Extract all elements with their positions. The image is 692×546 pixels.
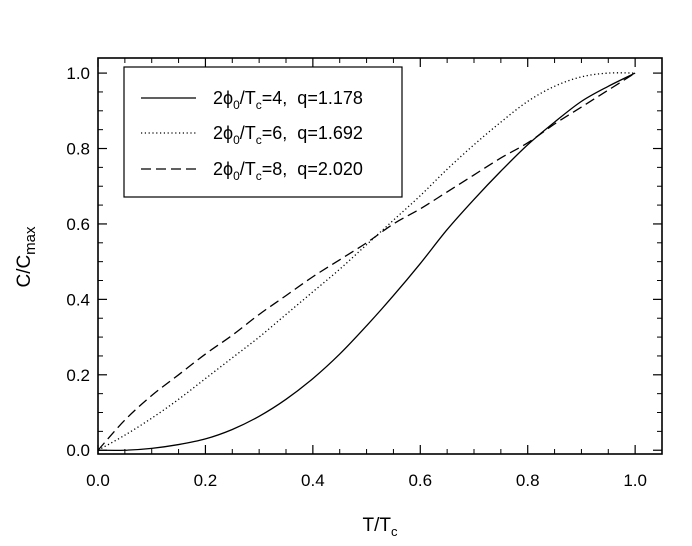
x-tick-label: 0.4	[301, 471, 325, 490]
x-axis-label-sub: c	[391, 524, 398, 539]
x-tick-label: 0.8	[516, 471, 540, 490]
y-tick-label: 0.4	[66, 290, 90, 309]
legend-label-series-1: 2ϕ0/Tc=4, q=1.178	[213, 88, 363, 112]
x-tick-label: 1.0	[623, 471, 647, 490]
series-line-dashed	[97, 72, 636, 451]
series-lines	[97, 72, 636, 452]
legend-box	[123, 66, 403, 198]
legend-label-series-2: 2ϕ0/Tc=6, q=1.692	[213, 123, 363, 147]
legend-label-series-3: 2ϕ0/Tc=8, q=2.020	[213, 159, 363, 183]
x-tick-label: 0.2	[194, 471, 218, 490]
series-line-dotted	[97, 72, 636, 451]
x-tick-label: 0.6	[408, 471, 432, 490]
series-line-solid	[97, 72, 636, 452]
y-axis-label-sub: max	[22, 226, 39, 255]
x-axis-label: T/Tc	[363, 515, 399, 539]
minor-ticks	[98, 58, 662, 454]
y-tick-label: 0.0	[66, 441, 90, 460]
y-axis-label-main: C/C	[14, 255, 35, 288]
y-axis-label: C/Cmax	[14, 226, 39, 288]
y-tick-label: 0.6	[66, 215, 90, 234]
x-tick-label: 0.0	[86, 471, 110, 490]
legend: 2ϕ0/Tc=4, q=1.178 2ϕ0/Tc=6, q=1.692 2ϕ0/…	[123, 66, 403, 198]
y-tick-label: 0.8	[66, 140, 90, 159]
y-tick-label: 0.2	[66, 366, 90, 385]
x-axis-label-main: T/T	[363, 515, 392, 536]
plot-area-frame	[97, 57, 663, 455]
y-tick-label: 1.0	[66, 64, 90, 83]
tick-labels: 0.0 0.2 0.4 0.6 0.8 1.0 0.0 0.2 0.4 0.6 0.8 1.0	[66, 64, 647, 490]
